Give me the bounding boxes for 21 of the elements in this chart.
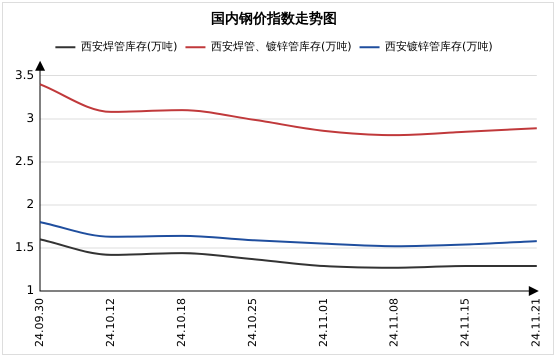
line-series <box>39 83 538 136</box>
y-tick-label: 2.5 <box>14 154 34 168</box>
x-tick-label: 24.11.08 <box>388 298 401 347</box>
y-tick-label: 1.5 <box>14 240 34 254</box>
x-tick-label: 24.11.01 <box>316 298 330 347</box>
legend-label: 西安焊管库存(万吨) <box>80 40 178 54</box>
line-series <box>39 238 538 269</box>
x-tick-label: 24.10.12 <box>104 298 117 347</box>
x-tick-label: 24.10.18 <box>174 298 188 347</box>
x-tick-label: 24.10.25 <box>246 298 259 347</box>
x-tick-label: 24.11.15 <box>458 298 472 347</box>
y-tick-label: 2 <box>26 197 34 212</box>
line-series <box>39 221 538 248</box>
x-tick-label: 24.11.21 <box>530 298 543 347</box>
legend-label: 西安焊管、镀锌管库存(万吨) <box>210 40 352 54</box>
y-tick-label: 3.5 <box>14 68 34 82</box>
y-tick-label: 1 <box>26 283 34 298</box>
legend-label: 西安镀锌管库存(万吨) <box>385 40 493 54</box>
x-tick-label: 24.09.30 <box>32 298 46 347</box>
chart-title: 国内钢价指数走势图 <box>211 11 337 28</box>
y-tick-label: 3 <box>26 110 34 125</box>
